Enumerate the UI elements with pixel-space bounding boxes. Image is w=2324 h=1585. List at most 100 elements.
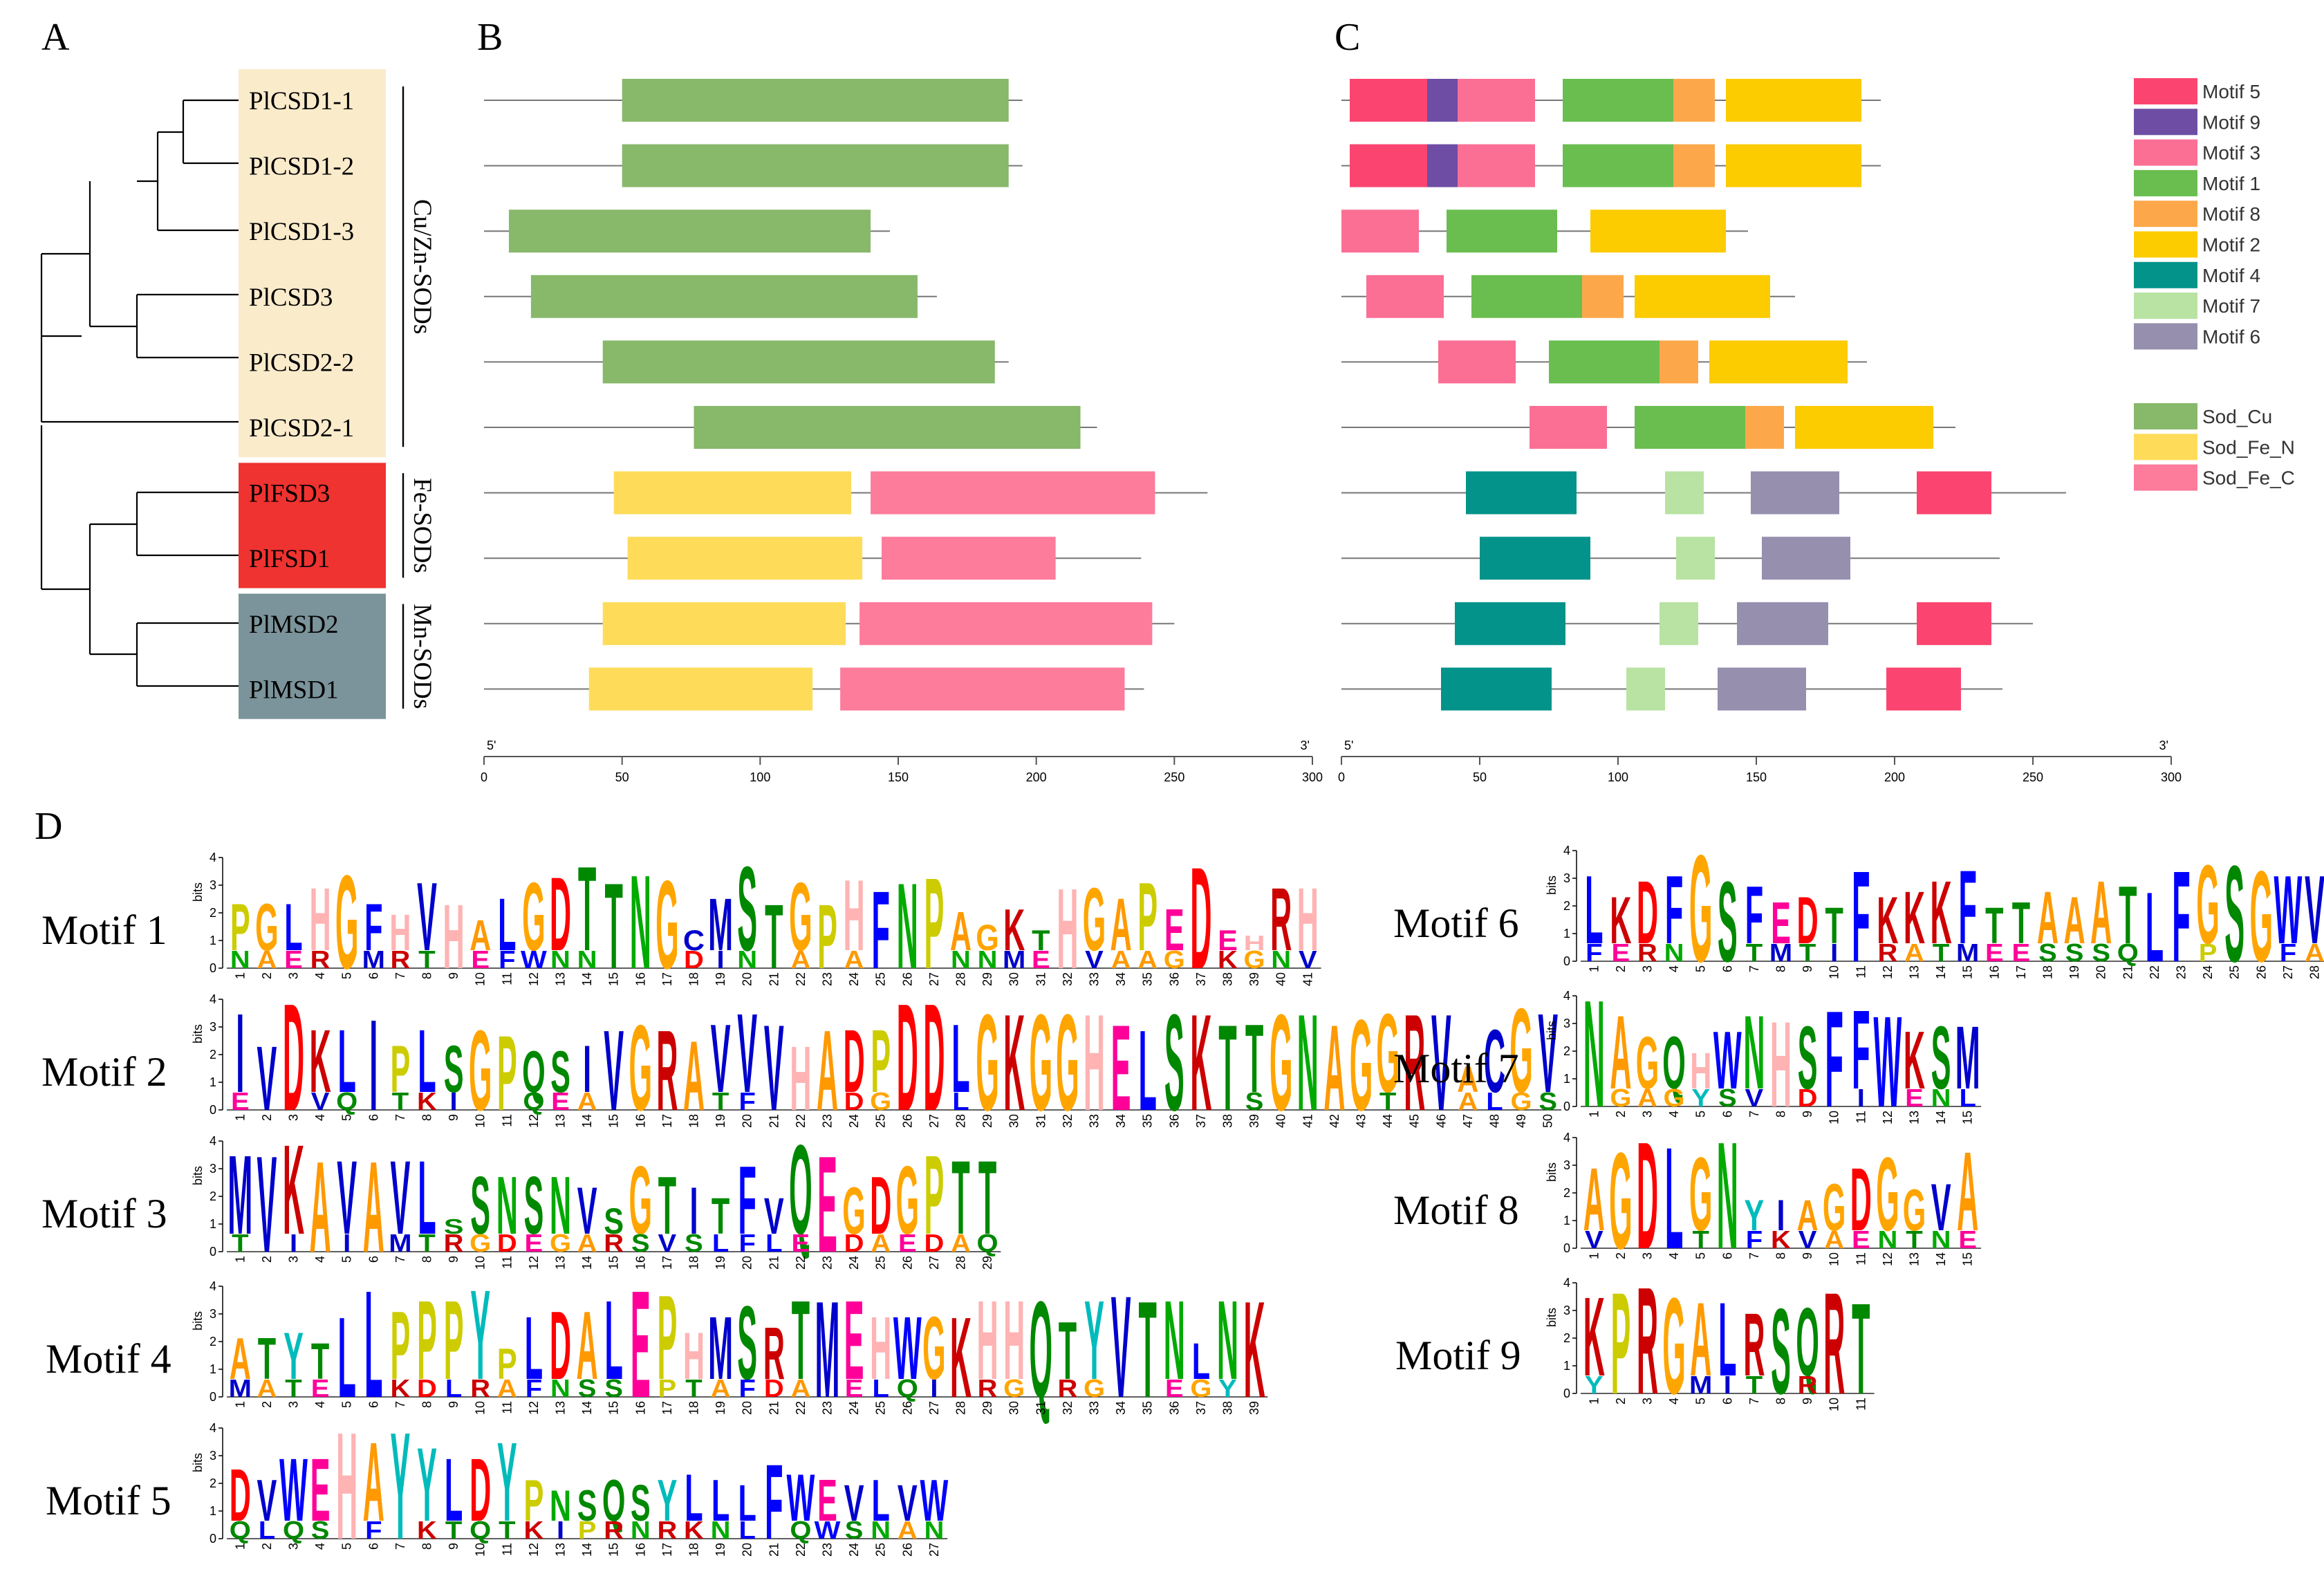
logo-residue-secondary: N xyxy=(1931,1227,1951,1254)
logo-residue-secondary: P xyxy=(578,1517,597,1545)
logo-position-label: 22 xyxy=(794,972,808,986)
logo-residue-secondary: M xyxy=(1769,940,1792,967)
logo-residue: V xyxy=(417,863,437,972)
logo-position-label: 23 xyxy=(821,1256,835,1270)
logo-residue: G xyxy=(2250,844,2274,988)
domain-box xyxy=(508,210,871,253)
logo-y-tick-label: 3 xyxy=(210,1449,216,1463)
logo-position-label: 27 xyxy=(927,972,941,986)
logo-residue-secondary: S xyxy=(2065,940,2084,967)
logo-residue: Y xyxy=(497,1420,517,1546)
logo-position-label: 30 xyxy=(1007,1114,1021,1128)
logo-residue: T xyxy=(1059,1304,1077,1396)
logo-residue-secondary: A xyxy=(1458,1088,1478,1116)
logo-residue-secondary: N xyxy=(1271,947,1291,974)
logo-residue: W xyxy=(787,1460,815,1535)
logo-residue-secondary: R xyxy=(390,947,410,974)
motif-box xyxy=(1582,275,1624,318)
logo-residue-secondary: A xyxy=(497,1375,517,1403)
logo-residue-secondary: A xyxy=(2305,940,2324,967)
gene-labels: PlCSD1-1 PlCSD1-2 PlCSD1-3 PlCSD3 PlCSD2-2 Pl… xyxy=(249,87,354,704)
logo-position-label: 2 xyxy=(1614,1252,1628,1259)
logo-position-label: 32 xyxy=(1061,1114,1075,1128)
logo-position-label: 37 xyxy=(1194,972,1208,986)
logo-residue-secondary: E xyxy=(284,947,303,974)
logo-residue-secondary: E xyxy=(1852,1227,1870,1254)
logo-position-label: 6 xyxy=(366,1401,380,1408)
logo-residue-secondary: L xyxy=(1486,1088,1503,1116)
logo-residue: L xyxy=(712,1468,729,1534)
logo-position-label: 11 xyxy=(1854,1111,1868,1124)
tick-label: 0 xyxy=(481,770,487,784)
logo-y-tick-label: 0 xyxy=(210,1245,216,1259)
logo-residue-secondary: A xyxy=(1637,1085,1657,1113)
logo-residue: Y xyxy=(390,1400,410,1571)
logo-position-label: 4 xyxy=(1667,1398,1681,1405)
logo-residue: E xyxy=(817,1129,837,1281)
logo-position-label: 7 xyxy=(393,1256,407,1263)
logo-residue-secondary: N xyxy=(1877,1227,1897,1254)
panel-label-c: C xyxy=(1335,16,1360,59)
logo-residue: T xyxy=(1985,897,2003,954)
logo-position-label: 24 xyxy=(2201,965,2215,979)
logo-residue: L xyxy=(418,1139,436,1257)
logo-position-label: 22 xyxy=(794,1401,808,1415)
logo-position-label: 1 xyxy=(1587,1398,1601,1405)
logo-residue-secondary: N xyxy=(550,1375,570,1403)
logo-y-tick-label: 3 xyxy=(1563,1158,1570,1172)
logo-residue: G xyxy=(1823,1169,1846,1244)
logo-residue: H xyxy=(790,1027,811,1129)
logo-residue: L xyxy=(338,1292,356,1421)
logo-position-label: 24 xyxy=(847,1401,861,1415)
logo-position-label: 13 xyxy=(554,1114,568,1128)
logo-residue: K xyxy=(310,1012,331,1112)
logo-position-label: 20 xyxy=(741,1256,754,1270)
logo-position-label: 10 xyxy=(1828,1252,1841,1266)
logo-position-label: 6 xyxy=(1720,1252,1734,1259)
logo-y-tick-label: 4 xyxy=(210,1279,216,1293)
logo-residue-secondary: N xyxy=(1931,1085,1951,1113)
logo-residue: Q xyxy=(789,1118,812,1261)
logo-position-label: 2 xyxy=(1614,1111,1628,1118)
logo-position-label: 10 xyxy=(474,1114,487,1128)
logo-residue-secondary: E xyxy=(1905,1085,1924,1113)
logo-residue: M xyxy=(708,884,733,966)
logo-residue: K xyxy=(950,1292,972,1421)
logo-residue: V xyxy=(764,1001,784,1136)
logo-position-label: 7 xyxy=(393,1401,407,1408)
logo-residue: T xyxy=(2119,869,2137,961)
logo-residue: K xyxy=(1904,877,1925,959)
logo-position-label: 26 xyxy=(2254,965,2268,979)
logo-position-label: 7 xyxy=(1747,965,1761,972)
legend-label: Motif 1 xyxy=(2202,173,2260,194)
logo-position-label: 4 xyxy=(313,1401,327,1408)
logo-position-label: 13 xyxy=(1908,1252,1922,1266)
logo-position-label: 34 xyxy=(1114,1401,1128,1415)
logo-y-axis-label: bits xyxy=(191,1453,205,1472)
logo-residue-secondary: N xyxy=(951,947,971,974)
logo-position-label: 27 xyxy=(927,1401,941,1415)
logo-y-tick-label: 3 xyxy=(1563,871,1570,885)
motif-box xyxy=(1438,340,1516,384)
logo-residue: R xyxy=(1270,871,1292,970)
logo-residue: T xyxy=(792,1278,810,1404)
motif-distribution-panel: 0 50 100 150 200 250 300 5' 3' xyxy=(1338,79,2182,784)
logo-residue-secondary: T xyxy=(1692,1227,1709,1254)
logo-position-label: 10 xyxy=(1828,1398,1841,1411)
logo-position-label: 50 xyxy=(1541,1114,1555,1128)
gene-label: PlMSD1 xyxy=(249,676,339,704)
logo-residue: P xyxy=(523,1468,543,1534)
logo-position-label: 3 xyxy=(1641,1398,1655,1405)
logo-position-label: 5 xyxy=(340,1401,354,1408)
motif-box xyxy=(1917,471,1991,515)
logo-y-tick-label: 1 xyxy=(1563,1072,1570,1086)
logo-residue: E xyxy=(844,1278,864,1404)
motif-box xyxy=(1480,537,1590,580)
tick-label: 300 xyxy=(1302,770,1323,784)
logo-residue-secondary: T xyxy=(392,1088,409,1116)
logo-y-tick-label: 2 xyxy=(210,1189,216,1203)
logo-position-label: 20 xyxy=(741,1401,754,1415)
logo-residue-secondary: F xyxy=(738,1375,755,1403)
